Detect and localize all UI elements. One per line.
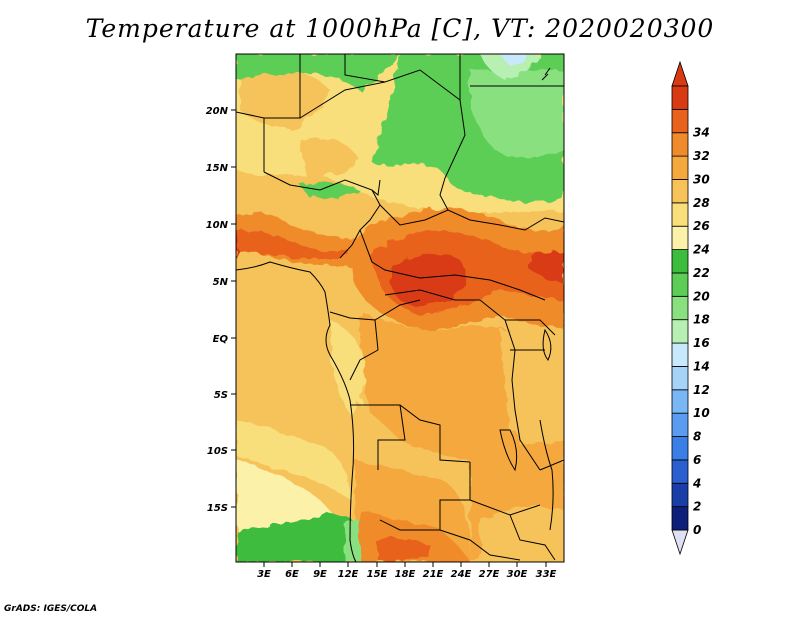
colorbar-swatch (671, 482, 689, 508)
lon-label: 30E (507, 569, 528, 580)
colorbar-swatch (671, 342, 689, 367)
lon-label: 15E (367, 569, 388, 580)
lat-label: 10S (207, 446, 228, 457)
colorbar-swatch (671, 506, 689, 531)
colorbar-swatch (671, 132, 689, 157)
colorbar-swatch (671, 85, 689, 110)
colorbar-swatch (671, 272, 689, 297)
colorbar-label: 2 (693, 500, 701, 514)
colorbar-swatch (671, 249, 689, 274)
lon-label: 6E (285, 569, 299, 580)
colorbar-label: 30 (693, 172, 710, 186)
colorbar-label: 18 (693, 313, 710, 327)
colorbar-swatch (671, 295, 689, 321)
colorbar-label: 16 (693, 336, 710, 350)
colorbar-swatch (671, 179, 689, 204)
colorbar-label: 34 (693, 126, 710, 140)
lon-label: 12E (338, 569, 359, 580)
map-borders (236, 54, 564, 562)
colorbar-label: 20 (693, 289, 710, 303)
lon-label: 3E (257, 569, 271, 580)
credit-text: GrADS: IGES/COLA (4, 604, 98, 614)
colorbar-lower-arrow (671, 529, 689, 556)
lon-label: 21E (423, 569, 444, 580)
lon-label: 33E (536, 569, 557, 580)
lat-label: 10N (206, 220, 229, 231)
lon-label: 18E (395, 569, 416, 580)
lon-label: 24E (451, 569, 472, 580)
colorbar-label: 14 (693, 359, 710, 373)
lat-label: 20N (206, 106, 229, 117)
colorbar-label: 8 (693, 430, 701, 444)
colorbar-label: 22 (693, 266, 710, 280)
colorbar-swatch (671, 412, 689, 437)
colorbar-label: 10 (693, 406, 710, 420)
lat-label: 15N (206, 163, 229, 174)
colorbar-swatch (671, 155, 689, 180)
colorbar-label: 12 (693, 383, 710, 397)
lat-label: 5N (213, 277, 229, 288)
colorbar-label: 32 (693, 149, 710, 163)
colorbar-label: 28 (693, 196, 710, 210)
temperature-field (236, 54, 564, 562)
colorbar-swatch (671, 459, 689, 484)
colorbar-label: 24 (693, 243, 710, 257)
colorbar-upper-arrow (671, 60, 689, 87)
map-frame (235, 53, 565, 563)
colorbar-label: 4 (692, 476, 701, 490)
lat-label: 15S (207, 503, 228, 514)
colorbar-swatch (671, 366, 689, 391)
colorbar-label: 0 (693, 523, 701, 537)
lat-label: 5S (214, 390, 228, 401)
latitude-axis: 20N 15N 10N 5N EQ 5S 10S 15S (206, 106, 236, 514)
colorbar-swatch (671, 319, 689, 344)
colorbar-swatch (671, 389, 689, 414)
map-title: Temperature at 1000hPa [C], VT: 20200203… (85, 14, 715, 43)
colorbar-swatch (671, 108, 689, 134)
colorbar-swatch (671, 225, 689, 250)
lon-label: 9E (313, 569, 327, 580)
lat-label: EQ (213, 334, 229, 345)
colorbar-label: 26 (693, 219, 710, 233)
longitude-axis: 3E 6E 9E 12E 15E 18E 21E 24E 27E 30E 33E (257, 562, 557, 580)
colorbar-label: 6 (693, 453, 701, 467)
colorbar-swatch (671, 436, 689, 461)
lon-label: 27E (479, 569, 500, 580)
colorbar-swatch (671, 202, 689, 227)
